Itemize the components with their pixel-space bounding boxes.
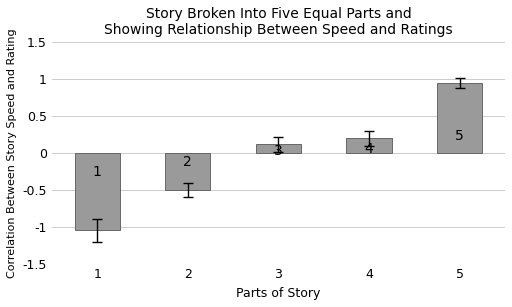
Text: 4: 4: [365, 142, 373, 156]
Bar: [347, 138, 392, 153]
Y-axis label: Correlation Between Story Speed and Rating: Correlation Between Story Speed and Rati…: [7, 28, 17, 278]
Bar: [165, 153, 210, 190]
Text: 1: 1: [93, 165, 101, 179]
Text: 5: 5: [455, 129, 464, 142]
Title: Story Broken Into Five Equal Parts and
Showing Relationship Between Speed and Ra: Story Broken Into Five Equal Parts and S…: [104, 7, 453, 37]
Bar: [75, 153, 120, 231]
Bar: [256, 144, 301, 153]
Bar: [437, 83, 482, 153]
Text: 3: 3: [274, 144, 283, 158]
Text: 2: 2: [183, 155, 192, 169]
X-axis label: Parts of Story: Parts of Story: [236, 287, 321, 300]
